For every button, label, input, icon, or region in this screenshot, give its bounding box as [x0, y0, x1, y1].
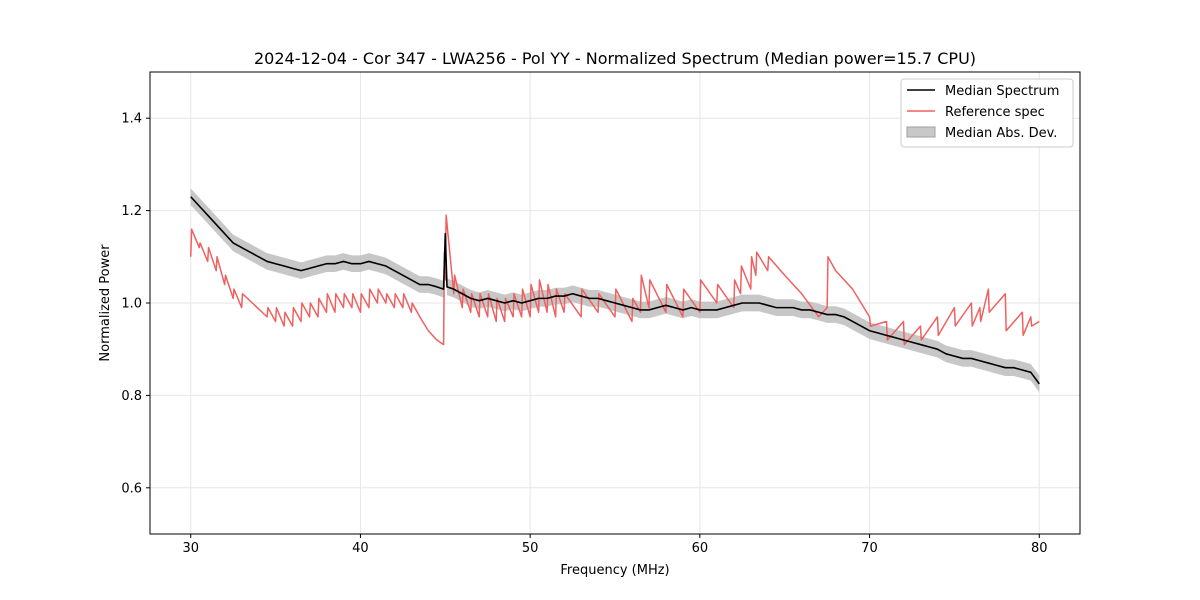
x-tick-label: 40: [352, 541, 369, 556]
x-axis-label: Frequency (MHz): [560, 563, 669, 578]
x-tick-label: 50: [522, 541, 539, 556]
legend-swatch-mad: [906, 126, 936, 138]
legend-label-reference: Reference spec: [945, 105, 1045, 120]
legend: Median Spectrum Reference spec Median Ab…: [900, 78, 1074, 148]
x-tick-label: 30: [182, 541, 199, 556]
x-tick-label: 70: [861, 541, 878, 556]
legend-box: [900, 78, 1074, 148]
x-tick-label: 60: [692, 541, 709, 556]
y-tick-label: 1.4: [121, 112, 142, 127]
y-tick-label: 1.2: [121, 204, 142, 219]
y-axis-label: Normalized Power: [98, 244, 113, 362]
y-tick-label: 0.8: [121, 389, 142, 404]
x-tick-label: 80: [1031, 541, 1048, 556]
y-tick-label: 1.0: [121, 297, 142, 312]
series-layer: [189, 196, 1040, 385]
tick-layer: 30 40 50 60 70 80 0.6 0.8 1.0 1.2 1.4: [121, 112, 1047, 556]
chart-title: 2024-12-04 - Cor 347 - LWA256 - Pol YY -…: [254, 49, 976, 68]
legend-label-median: Median Spectrum: [945, 84, 1059, 99]
reference-spec-line: [189, 214, 1040, 346]
median-spectrum-line: [190, 196, 1040, 385]
legend-label-mad: Median Abs. Dev.: [945, 126, 1057, 141]
y-tick-label: 0.6: [121, 481, 142, 496]
